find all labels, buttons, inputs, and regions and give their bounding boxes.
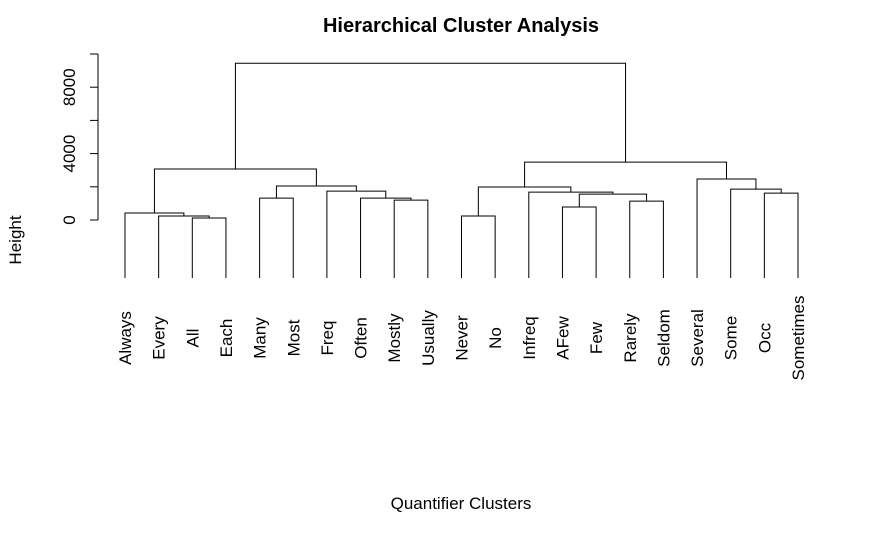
merge-link — [629, 200, 664, 278]
merge-link — [730, 188, 782, 278]
leaf-label: Each — [217, 319, 236, 358]
y-tick-label: 0 — [60, 215, 79, 224]
leaf-label: Most — [284, 319, 303, 356]
merge-link — [275, 185, 357, 199]
merge-link — [561, 206, 597, 278]
merge-link — [461, 215, 496, 278]
leaf-label: AFew — [553, 316, 572, 360]
leaf-label: Always — [116, 311, 135, 365]
leaf-label: Sometimes — [789, 295, 808, 380]
leaf-label: Few — [587, 321, 606, 354]
leaf-label: Occ — [755, 322, 774, 353]
merge-link — [234, 62, 627, 170]
leaf-label: Some — [722, 316, 741, 360]
leaf-label: Never — [453, 315, 472, 361]
merge-link — [528, 191, 614, 278]
merge-link — [153, 168, 317, 214]
merge-link — [191, 217, 227, 278]
merge-link — [763, 192, 799, 278]
leaf-label: All — [183, 329, 202, 348]
chart-title: Hierarchical Cluster Analysis — [323, 15, 599, 37]
leaf-label: Seldom — [654, 309, 673, 367]
merge-link — [393, 199, 429, 278]
merge-link — [477, 186, 572, 217]
y-tick-label: 8000 — [60, 68, 79, 106]
leaf-label: Several — [688, 309, 707, 367]
merge-link — [259, 197, 294, 278]
leaf-label: Freq — [318, 321, 337, 356]
leaf-label: Mostly — [385, 313, 404, 363]
leaf-label: Infreq — [520, 316, 539, 359]
leaf-label: Every — [150, 316, 169, 360]
merge-link — [524, 161, 727, 187]
y-tick-label: 4000 — [60, 135, 79, 173]
leaf-label: Often — [352, 317, 371, 359]
leaf-label: Usually — [419, 310, 438, 366]
merge-link — [158, 215, 210, 278]
merge-link — [696, 178, 757, 278]
merge-link — [360, 197, 412, 278]
x-axis-label: Quantifier Clusters — [391, 494, 532, 513]
leaf-label: No — [486, 327, 505, 349]
merge-link — [124, 212, 185, 278]
leaf-label: Many — [251, 317, 270, 359]
y-axis-label: Height — [6, 215, 25, 264]
leaf-label: Rarely — [621, 313, 640, 363]
merge-link — [326, 190, 387, 278]
